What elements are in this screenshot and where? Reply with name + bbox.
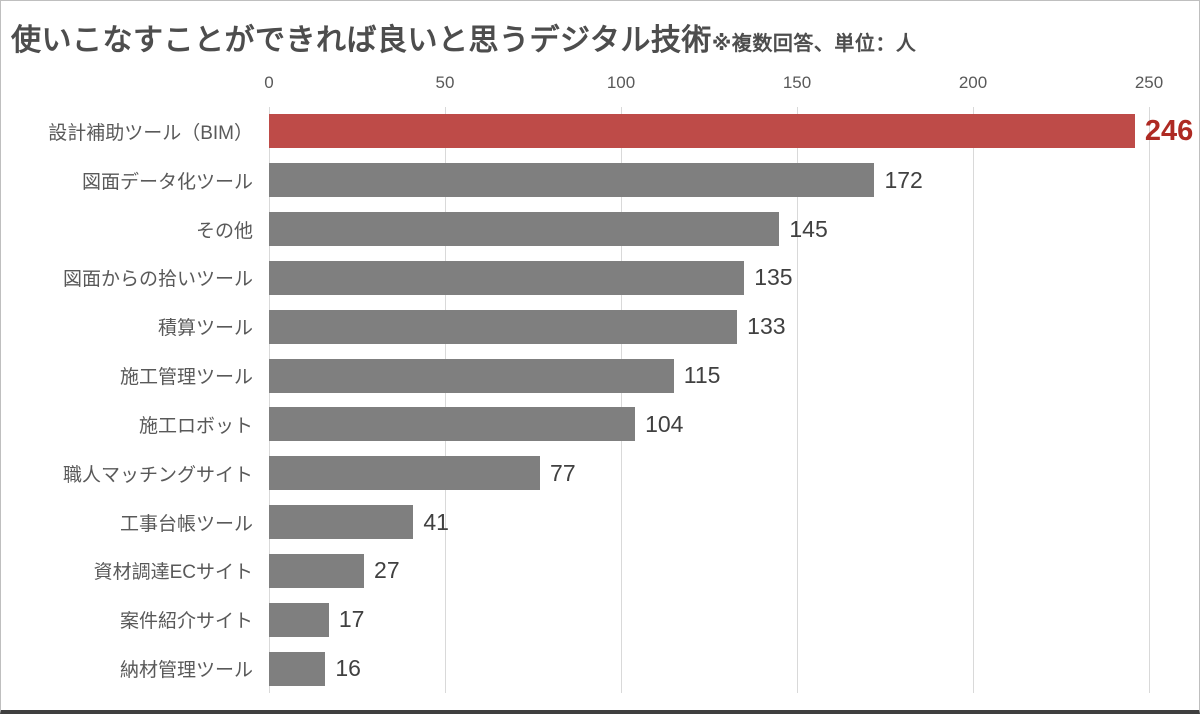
category-label: 積算ツール <box>157 318 253 340</box>
bar <box>269 212 780 247</box>
category-label: 施工ロボット <box>138 415 253 437</box>
bar-row: 246 <box>269 107 1193 156</box>
x-tick-label: 100 <box>606 73 636 92</box>
bar <box>269 260 745 295</box>
bar <box>269 163 875 198</box>
category-label: 図面からの拾いツール <box>62 269 253 291</box>
bar-row: 115 <box>269 351 1149 400</box>
bar-row: 17 <box>269 595 1149 644</box>
bar-row: 145 <box>269 205 1149 254</box>
value-label: 172 <box>884 166 923 193</box>
category-axis-labels: 設計補助ツール（BIM） 図面データ化ツールその他図面からの拾いツール積算ツール施… <box>1 107 253 693</box>
gridline <box>797 107 798 693</box>
chart-subtitle: ※複数回答、単位：人 <box>711 33 917 55</box>
value-label: 115 <box>683 362 721 389</box>
category-label: その他 <box>195 220 253 242</box>
value-label: 16 <box>335 655 361 682</box>
category-label: 図面データ化ツール <box>81 171 253 193</box>
bar <box>269 358 674 393</box>
bar-rows: 246 172 145 135 133 115 104 77 41 27 17 16 <box>269 107 1193 693</box>
gridline <box>269 107 270 693</box>
bar-row: 133 <box>269 302 1149 351</box>
value-label: 145 <box>789 215 828 242</box>
bar <box>269 309 738 344</box>
bar-highlighted <box>269 114 1135 149</box>
x-tick-label: 0 <box>264 73 274 92</box>
bar <box>269 651 326 686</box>
value-label: 27 <box>374 557 400 584</box>
value-label: 246 <box>1144 114 1194 147</box>
bar-row: 16 <box>269 644 1149 693</box>
bar <box>269 456 541 491</box>
bar-row: 77 <box>269 449 1149 498</box>
bar <box>269 407 636 442</box>
value-label: 41 <box>423 508 449 535</box>
category-label: 施工管理ツール <box>119 367 253 389</box>
x-tick-label: 150 <box>782 73 812 92</box>
chart-header: 使いこなすことができれば良いと思うデジタル技術※複数回答、単位：人 <box>11 15 916 59</box>
x-tick-label: 250 <box>1134 73 1164 92</box>
category-label: 資材調達ECサイト <box>93 562 253 584</box>
gridline <box>445 107 446 693</box>
gridline <box>973 107 974 693</box>
value-label: 17 <box>338 606 365 633</box>
x-tick-label: 50 <box>435 73 455 92</box>
value-label: 104 <box>645 410 684 437</box>
gridline <box>1149 107 1150 693</box>
value-label: 77 <box>550 459 576 486</box>
bar <box>269 602 329 637</box>
bar <box>269 505 414 540</box>
bar-row: 27 <box>269 546 1149 595</box>
category-label: 工事台帳ツール <box>119 513 253 535</box>
bar-row: 41 <box>269 498 1149 547</box>
bar-row: 135 <box>269 253 1149 302</box>
value-label: 133 <box>747 313 786 340</box>
category-label: 納材管理ツール <box>119 660 253 682</box>
x-tick-label: 200 <box>958 73 988 92</box>
bar-row: 172 <box>269 156 1149 205</box>
category-label: 案件紹介サイト <box>119 611 253 633</box>
category-label: 職人マッチングサイト <box>62 464 253 486</box>
plot-area: 246 172 145 135 133 115 104 77 41 27 17 16 <box>269 107 1193 693</box>
value-label: 135 <box>754 264 793 291</box>
category-label: 設計補助ツール（BIM） <box>48 122 253 144</box>
gridline <box>621 107 622 693</box>
chart-title: 使いこなすことができれば良いと思うデジタル技術 <box>11 24 712 57</box>
bar <box>269 553 365 588</box>
bar-row: 104 <box>269 400 1149 449</box>
